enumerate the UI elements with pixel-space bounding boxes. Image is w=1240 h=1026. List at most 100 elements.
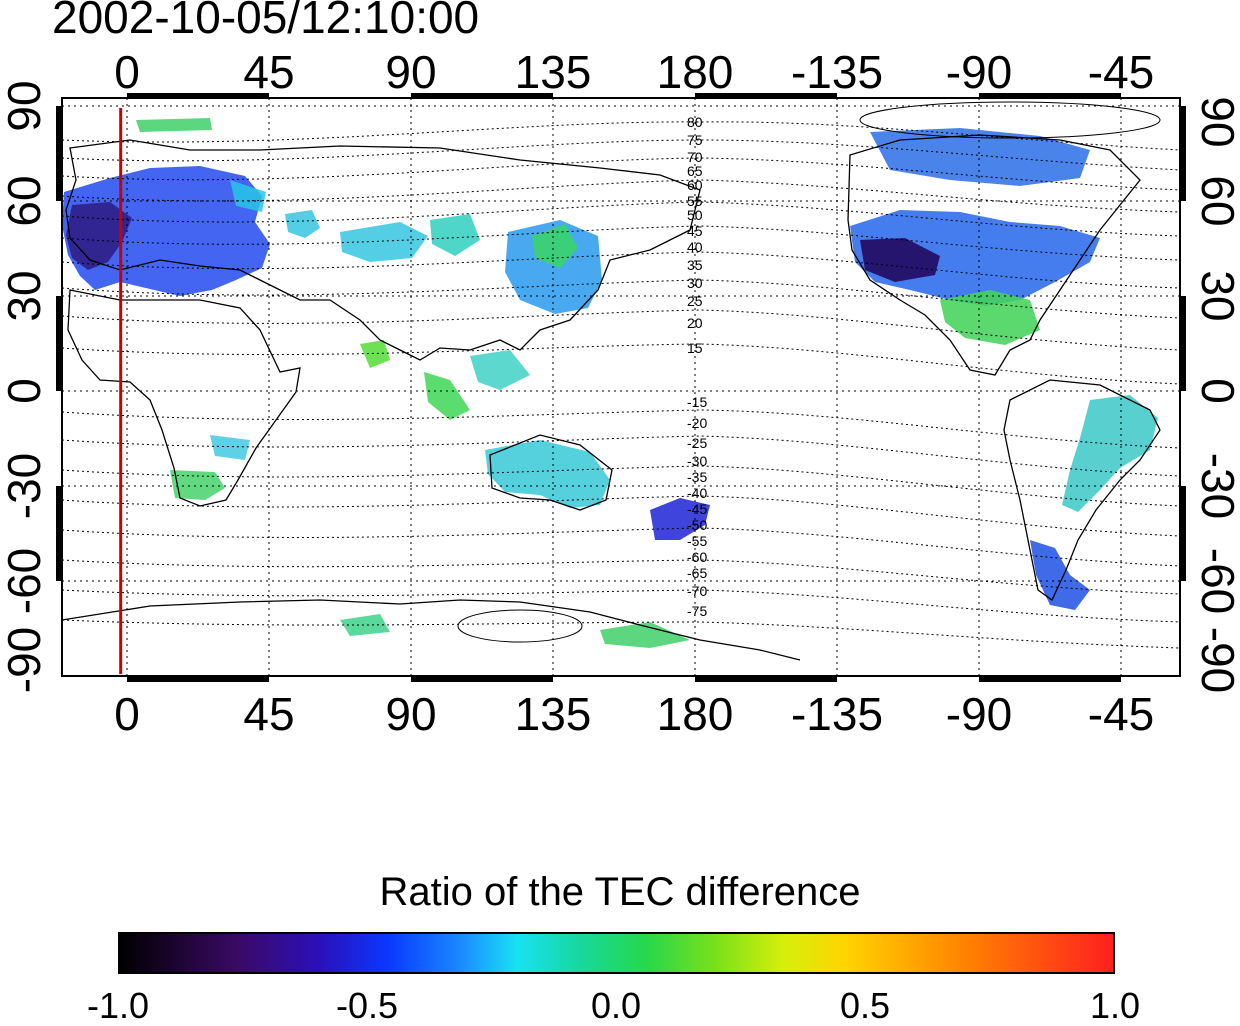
south-contour-labels: -15 -20 -25 -30 -35 -40 -45 -50 -55 -60 … xyxy=(687,394,707,619)
bottom-axis-label: 90 xyxy=(385,688,436,740)
eurasia-coast xyxy=(65,139,701,361)
contour-label: 15 xyxy=(687,340,703,356)
contour-label: -40 xyxy=(687,485,707,501)
right-axis-labels: 90 60 30 0 -30 -60 -90 xyxy=(1192,96,1240,693)
n-america-coast xyxy=(847,134,1141,376)
contour-label: -20 xyxy=(687,415,707,431)
pacific-north-patch xyxy=(136,118,212,132)
axis-frame xyxy=(56,93,1186,682)
top-axis-label: -135 xyxy=(791,46,883,98)
seasia-patch-2 xyxy=(470,350,530,390)
europe-cyan-patch xyxy=(230,180,266,212)
asia-patch-2 xyxy=(340,222,428,262)
top-axis-labels: 0 45 90 135 180 -135 -90 -45 xyxy=(114,46,1154,98)
top-axis-label: 45 xyxy=(243,46,294,98)
contour-label: 50 xyxy=(687,207,703,223)
contour-label: 65 xyxy=(687,163,703,179)
nz-patch xyxy=(650,498,710,540)
africa-patch xyxy=(170,470,225,500)
right-axis-label: -60 xyxy=(1192,548,1240,614)
contour-label: 45 xyxy=(687,223,703,239)
contour-label: 55 xyxy=(687,193,703,209)
tec-map: 0 45 90 135 180 -135 -90 -45 0 45 90 135… xyxy=(0,46,1240,740)
n-america-patch xyxy=(850,210,1100,306)
north-contour-labels: 80 75 70 65 60 55 50 45 40 35 30 25 20 1… xyxy=(687,114,703,356)
australia-coast xyxy=(489,434,613,511)
asia-patch-3 xyxy=(430,214,480,256)
right-axis-label: 60 xyxy=(1192,175,1240,226)
right-axis-label: 90 xyxy=(1192,96,1240,147)
top-axis-label: 0 xyxy=(114,46,140,98)
top-axis-label: 135 xyxy=(515,46,592,98)
right-axis-label: 0 xyxy=(1192,378,1240,404)
bottom-axis-label: 135 xyxy=(515,688,592,740)
top-axis-label: -45 xyxy=(1088,46,1154,98)
contour-label: 35 xyxy=(687,257,703,273)
bottom-axis-label: 0 xyxy=(114,688,140,740)
contour-label: -70 xyxy=(687,583,707,599)
asia-patch-1 xyxy=(285,210,320,238)
left-axis-label: -30 xyxy=(0,453,50,519)
colorbar-label: -1.0 xyxy=(86,985,150,1026)
bottom-axis-label: -90 xyxy=(946,688,1012,740)
bottom-axis-label: 180 xyxy=(657,688,734,740)
contour-label: -65 xyxy=(687,565,707,581)
right-axis-label: 30 xyxy=(1192,270,1240,321)
contours xyxy=(61,101,1181,649)
australia-patch xyxy=(485,440,610,508)
east-asia-green-patch xyxy=(532,224,578,268)
bottom-axis-label: 45 xyxy=(243,688,294,740)
bottom-axis-labels: 0 45 90 135 180 -135 -90 -45 xyxy=(114,688,1154,740)
contour-label: 80 xyxy=(687,114,703,130)
europe-patch xyxy=(62,166,270,296)
coastlines xyxy=(61,134,1161,661)
left-axis-label: -90 xyxy=(0,627,50,693)
top-axis-label: -90 xyxy=(946,46,1012,98)
contour-label: 75 xyxy=(687,132,703,148)
contour-label: -60 xyxy=(687,549,707,565)
left-axis-label: -60 xyxy=(0,548,50,614)
colorbar xyxy=(118,932,1115,974)
india-patch xyxy=(360,340,390,368)
left-axis-label: 0 xyxy=(0,378,50,404)
s-america-patch xyxy=(1062,395,1158,512)
colorbar-label: -0.5 xyxy=(335,985,399,1026)
right-axis-label: -90 xyxy=(1192,627,1240,693)
left-axis-labels: 90 60 30 0 -30 -60 -90 xyxy=(0,80,50,693)
grid xyxy=(62,98,1180,676)
contour-label: -45 xyxy=(687,501,707,517)
contour-label: 25 xyxy=(687,293,703,309)
europe-dark-patch xyxy=(66,202,132,270)
contour-label: -35 xyxy=(687,469,707,485)
left-axis-label: 60 xyxy=(0,175,50,226)
colorbar-label: 0.0 xyxy=(590,985,642,1026)
left-axis-label: 30 xyxy=(0,270,50,321)
s-america-south-patch xyxy=(1030,540,1090,610)
contour-label: -15 xyxy=(687,394,707,410)
africa-cyan-patch xyxy=(210,435,250,460)
right-axis-label: -30 xyxy=(1192,453,1240,519)
top-axis-label: 90 xyxy=(385,46,436,98)
colorbar-label: 1.0 xyxy=(1089,985,1141,1026)
bottom-axis-label: -135 xyxy=(791,688,883,740)
contour-label: 30 xyxy=(687,275,703,291)
contour-label: 40 xyxy=(687,239,703,255)
contour-label: -25 xyxy=(687,435,707,451)
antarctica-coast xyxy=(61,599,801,661)
contour-label: -55 xyxy=(687,533,707,549)
data-patches xyxy=(62,118,1158,648)
contour-label: 60 xyxy=(687,177,703,193)
bottom-axis-label: -45 xyxy=(1088,688,1154,740)
contour-label: -75 xyxy=(687,603,707,619)
left-axis-label: 90 xyxy=(0,80,50,131)
s-america-coast xyxy=(1003,379,1161,601)
contour-label: 20 xyxy=(687,315,703,331)
n-america-green-patch xyxy=(940,290,1040,345)
colorbar-title: Ratio of the TEC difference xyxy=(379,870,861,914)
antarctic-patch-1 xyxy=(340,614,390,636)
n-america-dark-patch xyxy=(860,238,940,282)
antarctic-patch-2 xyxy=(600,622,690,648)
contour-label: 70 xyxy=(687,149,703,165)
contour-label: -30 xyxy=(687,453,707,469)
top-axis-label: 180 xyxy=(657,46,734,98)
